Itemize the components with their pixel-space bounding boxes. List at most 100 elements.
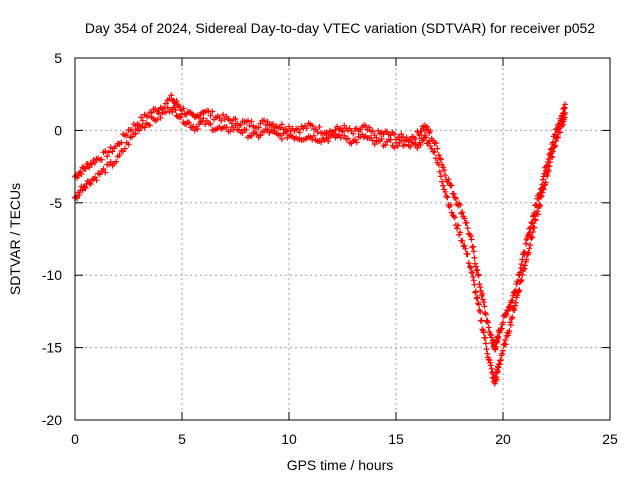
data-point [440,182,447,189]
data-point [515,288,522,295]
data-point [183,120,190,127]
data-point [529,233,536,240]
data-point [552,138,559,145]
data-point [96,171,103,178]
data-point [461,215,468,222]
data-point [387,136,394,143]
data-point [277,124,284,131]
data-point [522,262,529,269]
data-point [480,329,487,336]
data-point [468,236,475,243]
data-point [154,116,161,123]
data-point [528,219,535,226]
data-point [86,164,93,171]
data-point [129,127,136,134]
data-point [87,181,94,188]
data-point [104,153,111,160]
data-point [257,132,264,139]
data-point [475,272,482,279]
data-point [523,256,530,263]
data-point [218,117,225,124]
x-tick-label: 10 [281,431,297,447]
data-point [459,238,466,245]
data-point [474,266,481,273]
data-point [511,306,518,313]
data-point [431,149,438,156]
data-point [441,167,448,174]
data-point [78,170,85,177]
data-point [477,287,484,294]
data-point [337,134,344,141]
data-point [549,148,556,155]
data-point [496,329,503,336]
data-point [157,114,164,121]
data-point [487,362,494,369]
data-point [232,115,239,122]
x-tick-label: 20 [495,431,511,447]
data-point [255,124,262,131]
data-point [141,124,148,131]
data-point [477,284,484,291]
data-point [512,302,519,309]
data-point [469,270,476,277]
data-point [450,190,457,197]
data-point [509,314,516,321]
data-point [382,141,389,148]
data-point [277,132,284,139]
data-point [155,110,162,117]
data-point [177,114,184,121]
data-point [437,156,444,163]
data-point [118,139,125,146]
data-point [527,241,534,248]
data-point [107,144,114,151]
data-point [485,356,492,363]
data-point [497,357,504,364]
data-point [209,108,216,115]
data-point [467,264,474,271]
y-tick-label: 0 [54,122,62,138]
data-point [278,121,285,128]
data-point [102,148,109,155]
data-point [482,310,489,317]
data-point [502,337,509,344]
x-tick-label: 0 [71,431,79,447]
data-point [109,148,116,155]
data-point [239,129,246,136]
data-point [98,156,105,163]
data-point [432,155,439,162]
data-point [493,376,500,383]
data-point [495,335,502,342]
x-tick-label: 15 [388,431,404,447]
data-point [480,299,487,306]
data-point [519,271,526,278]
data-point [391,131,398,138]
data-point [303,125,310,132]
data-point [116,152,123,159]
data-point [504,307,511,314]
data-point [529,228,536,235]
data-point [180,105,187,112]
data-point [432,139,439,146]
data-point [507,319,514,326]
ticks: 0 5 10 15 20 25 -20 -15 -10 -5 0 5 [42,50,618,447]
data-point [470,273,477,280]
data-point [475,300,482,307]
data-point [146,122,153,129]
data-point [362,122,369,129]
data-point [532,216,539,223]
data-point [539,189,546,196]
data-point [551,143,558,150]
data-point [123,131,130,138]
data-point [316,123,323,130]
data-point [526,245,533,252]
data-point [481,303,488,310]
data-point [82,185,89,192]
data-point [518,276,525,283]
x-tick-label: 5 [178,431,186,447]
data-point [468,269,475,276]
data-point [473,295,480,302]
data-point [458,210,465,217]
data-point [471,254,478,261]
data-point [314,129,321,136]
data-point [488,365,495,372]
